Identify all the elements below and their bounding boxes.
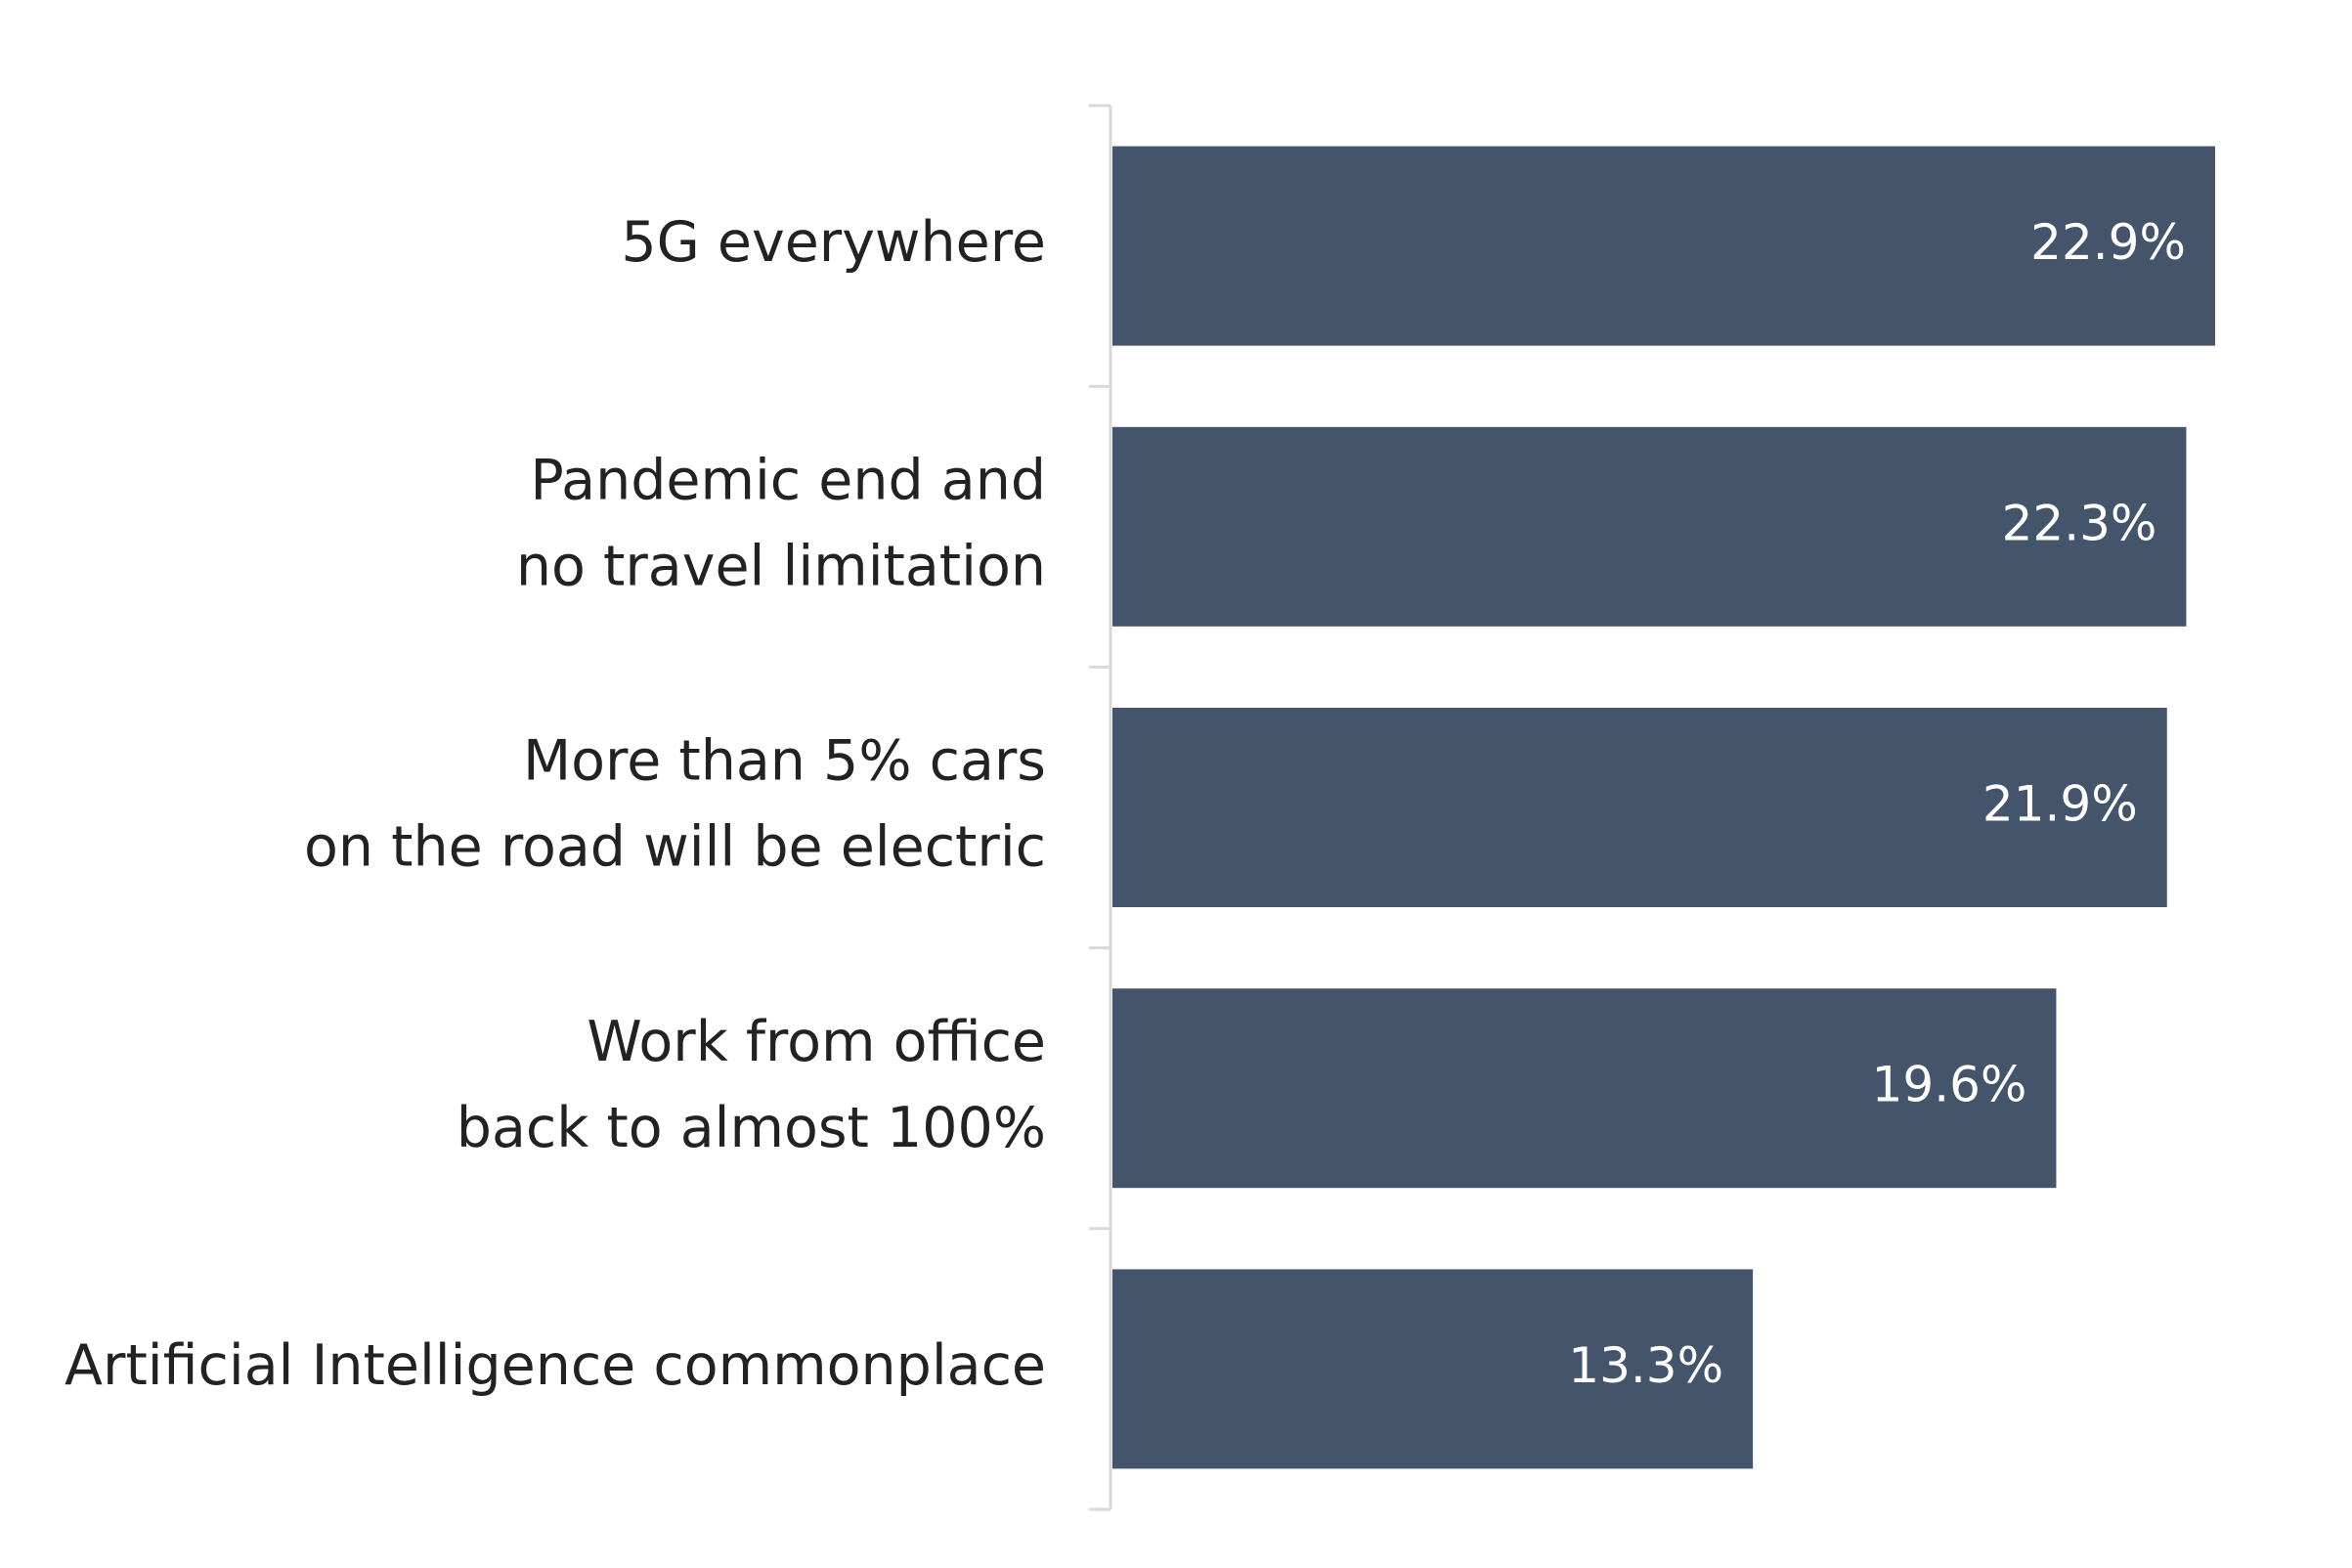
- bar: [1112, 1269, 1754, 1469]
- category-label-line: Work from office: [587, 1010, 1046, 1074]
- value-label: 22.9%: [2030, 214, 2186, 271]
- category-label: Artificial Intelligence commonplace: [65, 1333, 1046, 1398]
- category-axis: [1089, 104, 1112, 1511]
- value-label: 13.3%: [1568, 1337, 1723, 1394]
- category-label: 5G everywhere: [621, 210, 1046, 275]
- category-label-line: More than 5% cars: [523, 729, 1046, 794]
- category-label-line: no travel limitation: [516, 534, 1046, 598]
- bar: [1112, 708, 2167, 907]
- value-label: 19.6%: [1872, 1057, 2027, 1113]
- category-label-line: on the road will be electric: [304, 815, 1046, 880]
- value-label: 21.9%: [1982, 776, 2138, 833]
- category-label: Work from office back to almost 100%: [457, 1010, 1046, 1160]
- category-label-line: 5G everywhere: [621, 210, 1046, 275]
- category-label: Pandemic end and no travel limitation: [516, 448, 1046, 598]
- bars: [1112, 146, 2215, 1469]
- category-label-line: back to almost 100%: [457, 1096, 1046, 1160]
- bar: [1112, 426, 2187, 627]
- value-label: 22.3%: [2002, 495, 2157, 551]
- category-labels: 5G everywhere Pandemic end and no travel l…: [65, 210, 1046, 1398]
- bar: [1112, 988, 2057, 1189]
- category-label-line: Artificial Intelligence commonplace: [65, 1333, 1046, 1398]
- bar: [1112, 146, 2215, 346]
- category-label: More than 5% cars on the road will be ele…: [304, 729, 1046, 880]
- value-labels: 22.9% 22.3% 21.9% 19.6% 13.3%: [1568, 214, 2186, 1394]
- category-label-line: Pandemic end and: [530, 448, 1046, 512]
